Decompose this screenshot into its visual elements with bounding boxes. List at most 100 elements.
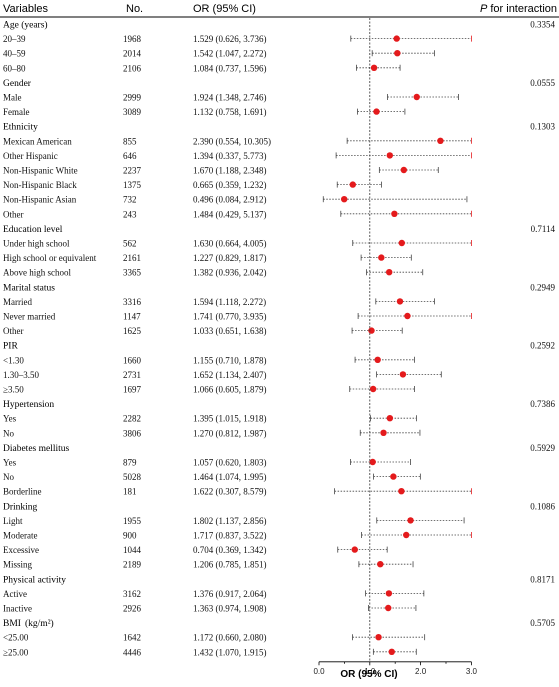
row-count: 1697 (123, 385, 142, 395)
p-interaction: 0.3354 (530, 20, 555, 30)
row-label: Other (3, 209, 24, 219)
p-interaction: 0.0555 (530, 78, 555, 88)
row-or-ci: 1.432 (1.070, 1.915) (193, 647, 267, 657)
p-interaction: 0.2949 (530, 282, 555, 292)
row-count: 855 (123, 136, 137, 146)
or-point (398, 488, 405, 495)
row-count: 562 (123, 239, 137, 249)
row-label: Mexican American (3, 136, 72, 146)
or-point (369, 458, 376, 466)
header-or: OR (95% CI) (193, 3, 256, 15)
row-count: 2282 (123, 414, 141, 424)
row-or-ci: 1.802 (1.137, 2.856) (193, 516, 267, 526)
row-label: Married (3, 297, 32, 307)
row-label: Above high school (3, 268, 71, 278)
row-or-ci: 1.622 (0.307, 8.579) (193, 487, 267, 497)
row-count: 1625 (123, 326, 142, 336)
row-or-ci: 1.376 (0.917, 2.064) (193, 589, 267, 599)
header-variables: Variables (3, 3, 49, 15)
row-count: 3089 (123, 107, 142, 117)
row-label: <25.00 (3, 633, 29, 643)
row-count: 646 (123, 151, 137, 161)
row-count: 1968 (123, 34, 142, 44)
row-or-ci: 1.057 (0.620, 1.803) (193, 458, 267, 468)
or-point (413, 93, 420, 101)
row-or-ci: 1.132 (0.758, 1.691) (193, 107, 267, 117)
row-label: Other (3, 326, 24, 336)
row-or-ci: 1.670 (1.188, 2.348) (193, 166, 267, 176)
header-p-letter: P (480, 3, 488, 15)
row-count: 2106 (123, 63, 142, 73)
row-label: Non-Hispanic Black (3, 180, 77, 190)
p-interaction: 0.7114 (531, 224, 556, 234)
header-p-for-interaction: P for interaction (480, 3, 557, 15)
x-axis: 0.0 1.0 2.0 3.0 (313, 661, 478, 676)
row-or-ci: 1.033 (0.651, 1.638) (193, 326, 267, 336)
row-label: <1.30 (3, 355, 24, 365)
row-label: Active (3, 589, 27, 599)
group-label: Drinking (3, 502, 38, 512)
group-label: Education level (3, 225, 63, 235)
row-label: High school or equivalent (3, 253, 97, 263)
row-or-ci: 1.717 (0.837, 3.522) (193, 531, 267, 541)
group-label: Physical activity (3, 575, 66, 585)
row-count: 2161 (123, 253, 141, 263)
row-label: Female (3, 107, 30, 117)
row-label: Moderate (3, 531, 37, 541)
group-unit: (kg/m²) (25, 618, 54, 629)
row-count: 3365 (123, 268, 142, 278)
or-point (396, 298, 404, 305)
or-point (378, 254, 385, 261)
group-label: Age (years) (3, 20, 48, 31)
x-axis-label: OR (95% CI) (340, 669, 397, 680)
row-or-ci: 1.394 (0.337, 5.773) (193, 151, 267, 161)
or-point (391, 210, 398, 217)
row-or-ci: 1.542 (1.047, 2.272) (193, 49, 267, 59)
row-label: Non-Hispanic Asian (3, 195, 77, 205)
or-point (380, 429, 387, 436)
x-tick-label: 0.0 (313, 667, 325, 676)
row-or-ci: 1.382 (0.936, 2.042) (193, 268, 267, 278)
or-point (386, 415, 394, 422)
row-or-ci: 1.172 (0.660, 2.080) (193, 633, 267, 643)
row-or-ci: 0.665 (0.359, 1.232) (193, 180, 267, 190)
row-count: 1375 (123, 180, 142, 190)
or-point (368, 327, 375, 334)
row-or-ci: 0.496 (0.084, 2.912) (193, 195, 267, 205)
group-label: Ethnicity (3, 123, 38, 133)
row-label: Male (3, 93, 22, 103)
or-point (369, 385, 377, 393)
or-point (386, 269, 393, 276)
group-label: BMI (3, 619, 21, 629)
chart-marks (322, 18, 472, 661)
p-interaction: 0.2592 (530, 341, 555, 351)
row-count: 1660 (123, 355, 142, 365)
p-interaction: 0.7386 (530, 399, 555, 409)
or-point (407, 517, 414, 524)
row-label: 60–80 (3, 63, 26, 73)
or-point (394, 50, 401, 57)
or-point (377, 561, 384, 568)
or-point (351, 546, 358, 553)
or-point (375, 634, 382, 641)
or-point (398, 239, 406, 247)
or-point (404, 312, 411, 320)
group-label: PIR (3, 342, 18, 352)
row-or-ci: 1.594 (1.118, 2.272) (193, 297, 266, 307)
row-or-ci: 0.704 (0.369, 1.342) (193, 545, 267, 555)
x-tick-label: 1.0 (364, 667, 376, 676)
or-point (385, 590, 393, 597)
row-label: Never married (3, 312, 56, 322)
row-label: Yes (3, 414, 17, 424)
p-interaction: 0.1303 (530, 122, 555, 132)
row-count: 4446 (123, 647, 142, 657)
p-interaction: 0.5705 (530, 618, 555, 628)
header-p-rest: for interaction (487, 3, 557, 15)
x-tick-label: 2.0 (415, 667, 427, 676)
or-point (437, 137, 444, 144)
row-or-ci: 2.390 (0.554, 10.305) (193, 136, 271, 146)
group-label: Gender (3, 79, 32, 89)
group-label: Diabetes mellitus (3, 444, 70, 454)
